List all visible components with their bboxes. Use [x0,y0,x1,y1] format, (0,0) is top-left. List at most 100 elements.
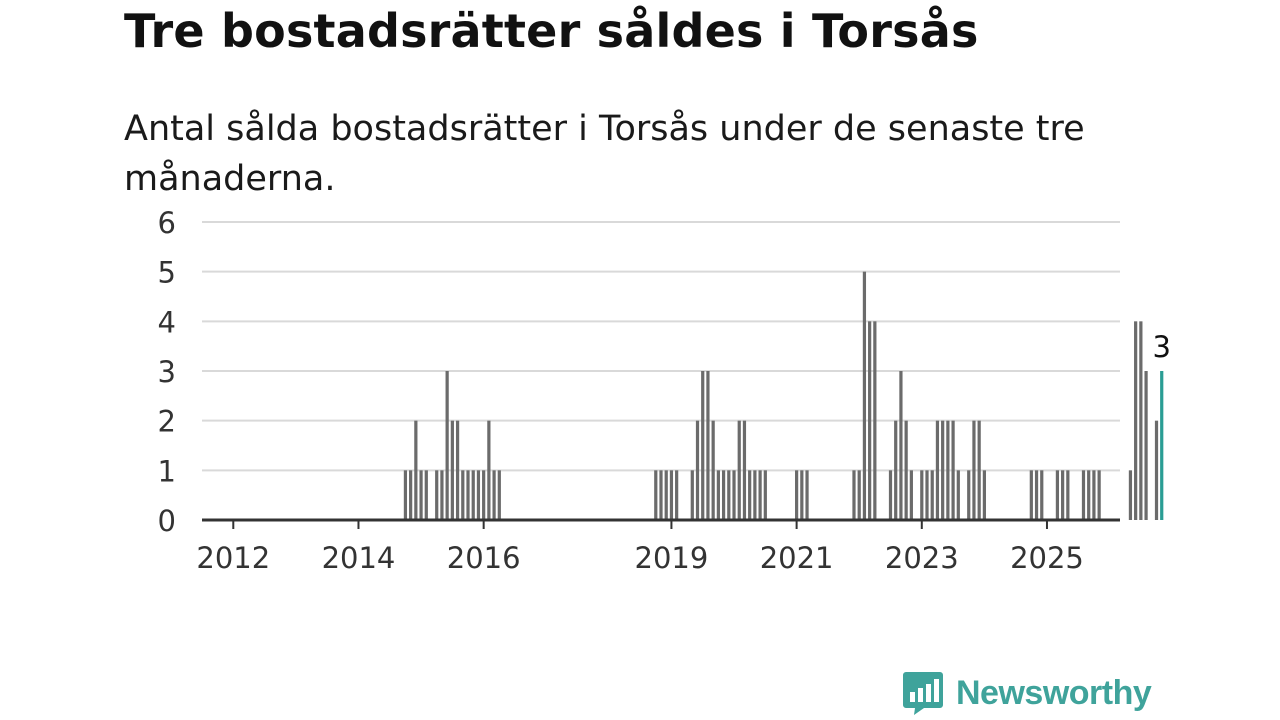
bar [873,321,877,520]
x-tick-label: 2014 [322,541,396,575]
bar [1087,470,1091,520]
bar [445,371,449,520]
bar [471,470,475,520]
bar [476,470,481,520]
bar [909,470,913,520]
bar [669,470,674,520]
y-tick-label: 3 [158,355,176,389]
bar [1034,470,1039,520]
bar [742,420,747,520]
bar [664,470,668,520]
brand-name: Newsworthy [956,673,1152,712]
bar [695,420,700,520]
chart-gridlines [202,221,1120,472]
bar [721,470,726,520]
bar [1128,470,1133,520]
bar [435,470,439,520]
bar [732,470,736,520]
x-tick-label: 2019 [635,541,709,575]
bar [748,470,752,520]
x-tick-label: 2021 [760,541,834,575]
chart-bars [403,271,1164,520]
page-subtitle: Antal sålda bostadsrätter i Torsås under… [124,109,1085,199]
x-tick-label: 2025 [1010,541,1084,575]
y-tick-label: 5 [158,256,176,290]
bar [946,420,950,520]
bar [888,470,893,520]
bar [1154,420,1159,520]
newsworthy-chart-bubble-icon [903,672,943,715]
bar [1134,321,1138,520]
bar [409,470,413,520]
bar [977,420,981,520]
chart-annotations: 3 [1153,330,1171,364]
bar [487,420,491,520]
newsworthy-brand[interactable]: Newsworthy [902,670,1152,716]
bar [497,470,501,520]
bar [1040,470,1044,520]
bar [482,470,486,520]
bar [758,470,762,520]
bar [737,420,741,520]
bar [450,420,454,520]
y-axis-labels: 0 1 2 3 4 5 6 [158,206,176,538]
bar [492,470,496,520]
bar [424,470,428,520]
bar [716,470,720,520]
bar [868,321,872,520]
bar [690,470,694,520]
bar [455,420,460,520]
y-tick-label: 0 [158,504,176,538]
bar [727,470,731,520]
bar [800,470,804,520]
bar [925,470,929,520]
bar [414,420,418,520]
bar [466,470,470,520]
bar [706,371,710,520]
bar [982,470,986,520]
y-tick-label: 6 [158,206,176,240]
bar [920,470,924,520]
bar [1081,470,1086,520]
y-tick-label: 2 [158,405,176,439]
y-tick-label: 1 [158,454,176,488]
bar [419,470,423,520]
bar [1061,470,1065,520]
bar [930,470,934,520]
bar [852,470,856,520]
bar [795,470,799,520]
page-title: Tre bostadsrätter såldes i Torsås [124,4,979,58]
bar [935,420,940,520]
bar [941,420,945,520]
bar [440,470,444,520]
bar [1029,470,1033,520]
bar [1055,470,1060,520]
x-axis: 2012 2014 2016 2019 2021 2023 2025 [196,518,1120,575]
bar [967,470,971,520]
bar [654,470,658,520]
bar [1097,470,1101,520]
bar [899,371,903,520]
bar [805,470,809,520]
bar [956,470,960,520]
bar [675,470,679,520]
bar [1144,371,1148,520]
bar [904,420,908,520]
bar [1139,321,1143,520]
bar [1092,470,1096,520]
x-tick-label: 2012 [196,541,270,575]
highlighted-bar [1160,371,1164,520]
x-tick-label: 2023 [885,541,959,575]
bar [951,420,955,520]
bar [403,470,408,520]
bar [862,271,867,520]
bar [711,420,715,520]
bar [461,470,465,520]
bar [972,420,976,520]
bar [894,420,898,520]
y-tick-label: 4 [158,305,176,339]
bar [659,470,663,520]
bar [1066,470,1070,520]
bar [763,470,767,520]
